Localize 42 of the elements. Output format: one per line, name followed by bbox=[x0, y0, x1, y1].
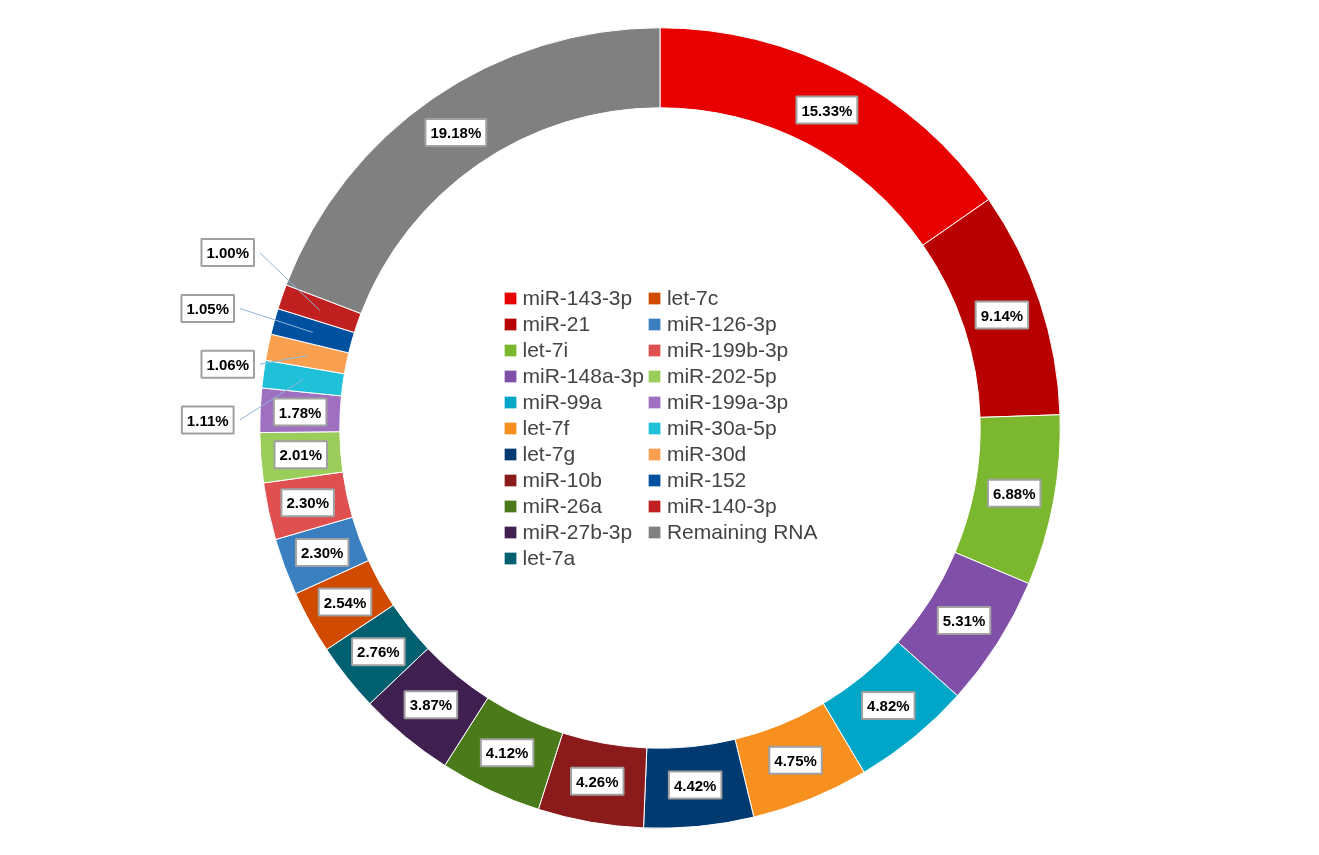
legend-label: Remaining RNA bbox=[666, 519, 818, 544]
legend-label: let-7c bbox=[666, 285, 719, 310]
data-label: 2.01% bbox=[279, 446, 323, 464]
data-label: 4.12% bbox=[485, 744, 529, 762]
data-label: 3.87% bbox=[409, 696, 453, 714]
legend-label: miR-199a-3p bbox=[666, 389, 789, 414]
legend-label: miR-199b-3p bbox=[666, 337, 789, 362]
legend-label: let-7f bbox=[522, 415, 570, 440]
data-label: 1.06% bbox=[206, 355, 250, 373]
data-label: 4.42% bbox=[673, 776, 717, 794]
legend-label: miR-152 bbox=[666, 467, 747, 492]
data-label: 6.88% bbox=[992, 484, 1036, 502]
legend-label: miR-148a-3p bbox=[522, 363, 644, 388]
legend-label: let-7g bbox=[522, 441, 576, 466]
data-label: 1.00% bbox=[206, 244, 250, 262]
data-label: 2.30% bbox=[300, 544, 344, 562]
data-label: 4.75% bbox=[774, 751, 817, 769]
legend-label: miR-202-5p bbox=[666, 363, 777, 388]
data-label: 4.82% bbox=[867, 696, 910, 714]
data-label: 9.14% bbox=[980, 306, 1024, 324]
legend-label: miR-143-3p bbox=[522, 285, 633, 310]
data-label: 1.78% bbox=[278, 403, 322, 421]
data-label: 15.33% bbox=[801, 101, 853, 119]
data-label: 2.54% bbox=[323, 593, 367, 611]
data-label: 1.11% bbox=[186, 411, 229, 429]
legend-label: miR-140-3p bbox=[666, 493, 777, 518]
data-label: 2.30% bbox=[286, 494, 329, 512]
legend-label: let-7i bbox=[522, 337, 569, 362]
legend-label: miR-10b bbox=[522, 467, 602, 492]
legend-label: miR-126-3p bbox=[666, 311, 777, 336]
data-label: 19.18% bbox=[430, 123, 482, 141]
data-label: 2.76% bbox=[357, 643, 400, 661]
legend-label: miR-30d bbox=[666, 441, 747, 466]
data-label: 1.05% bbox=[186, 299, 230, 317]
data-label: 5.31% bbox=[942, 611, 986, 629]
legend-label: miR-27b-3p bbox=[522, 519, 633, 544]
legend-label: miR-99a bbox=[522, 389, 602, 414]
legend-label: let-7a bbox=[522, 545, 576, 570]
legend-label: miR-30a-5p bbox=[666, 415, 777, 440]
legend-label: miR-26a bbox=[522, 493, 602, 518]
legend-label: miR-21 bbox=[522, 311, 591, 336]
data-label: 4.26% bbox=[576, 772, 619, 790]
